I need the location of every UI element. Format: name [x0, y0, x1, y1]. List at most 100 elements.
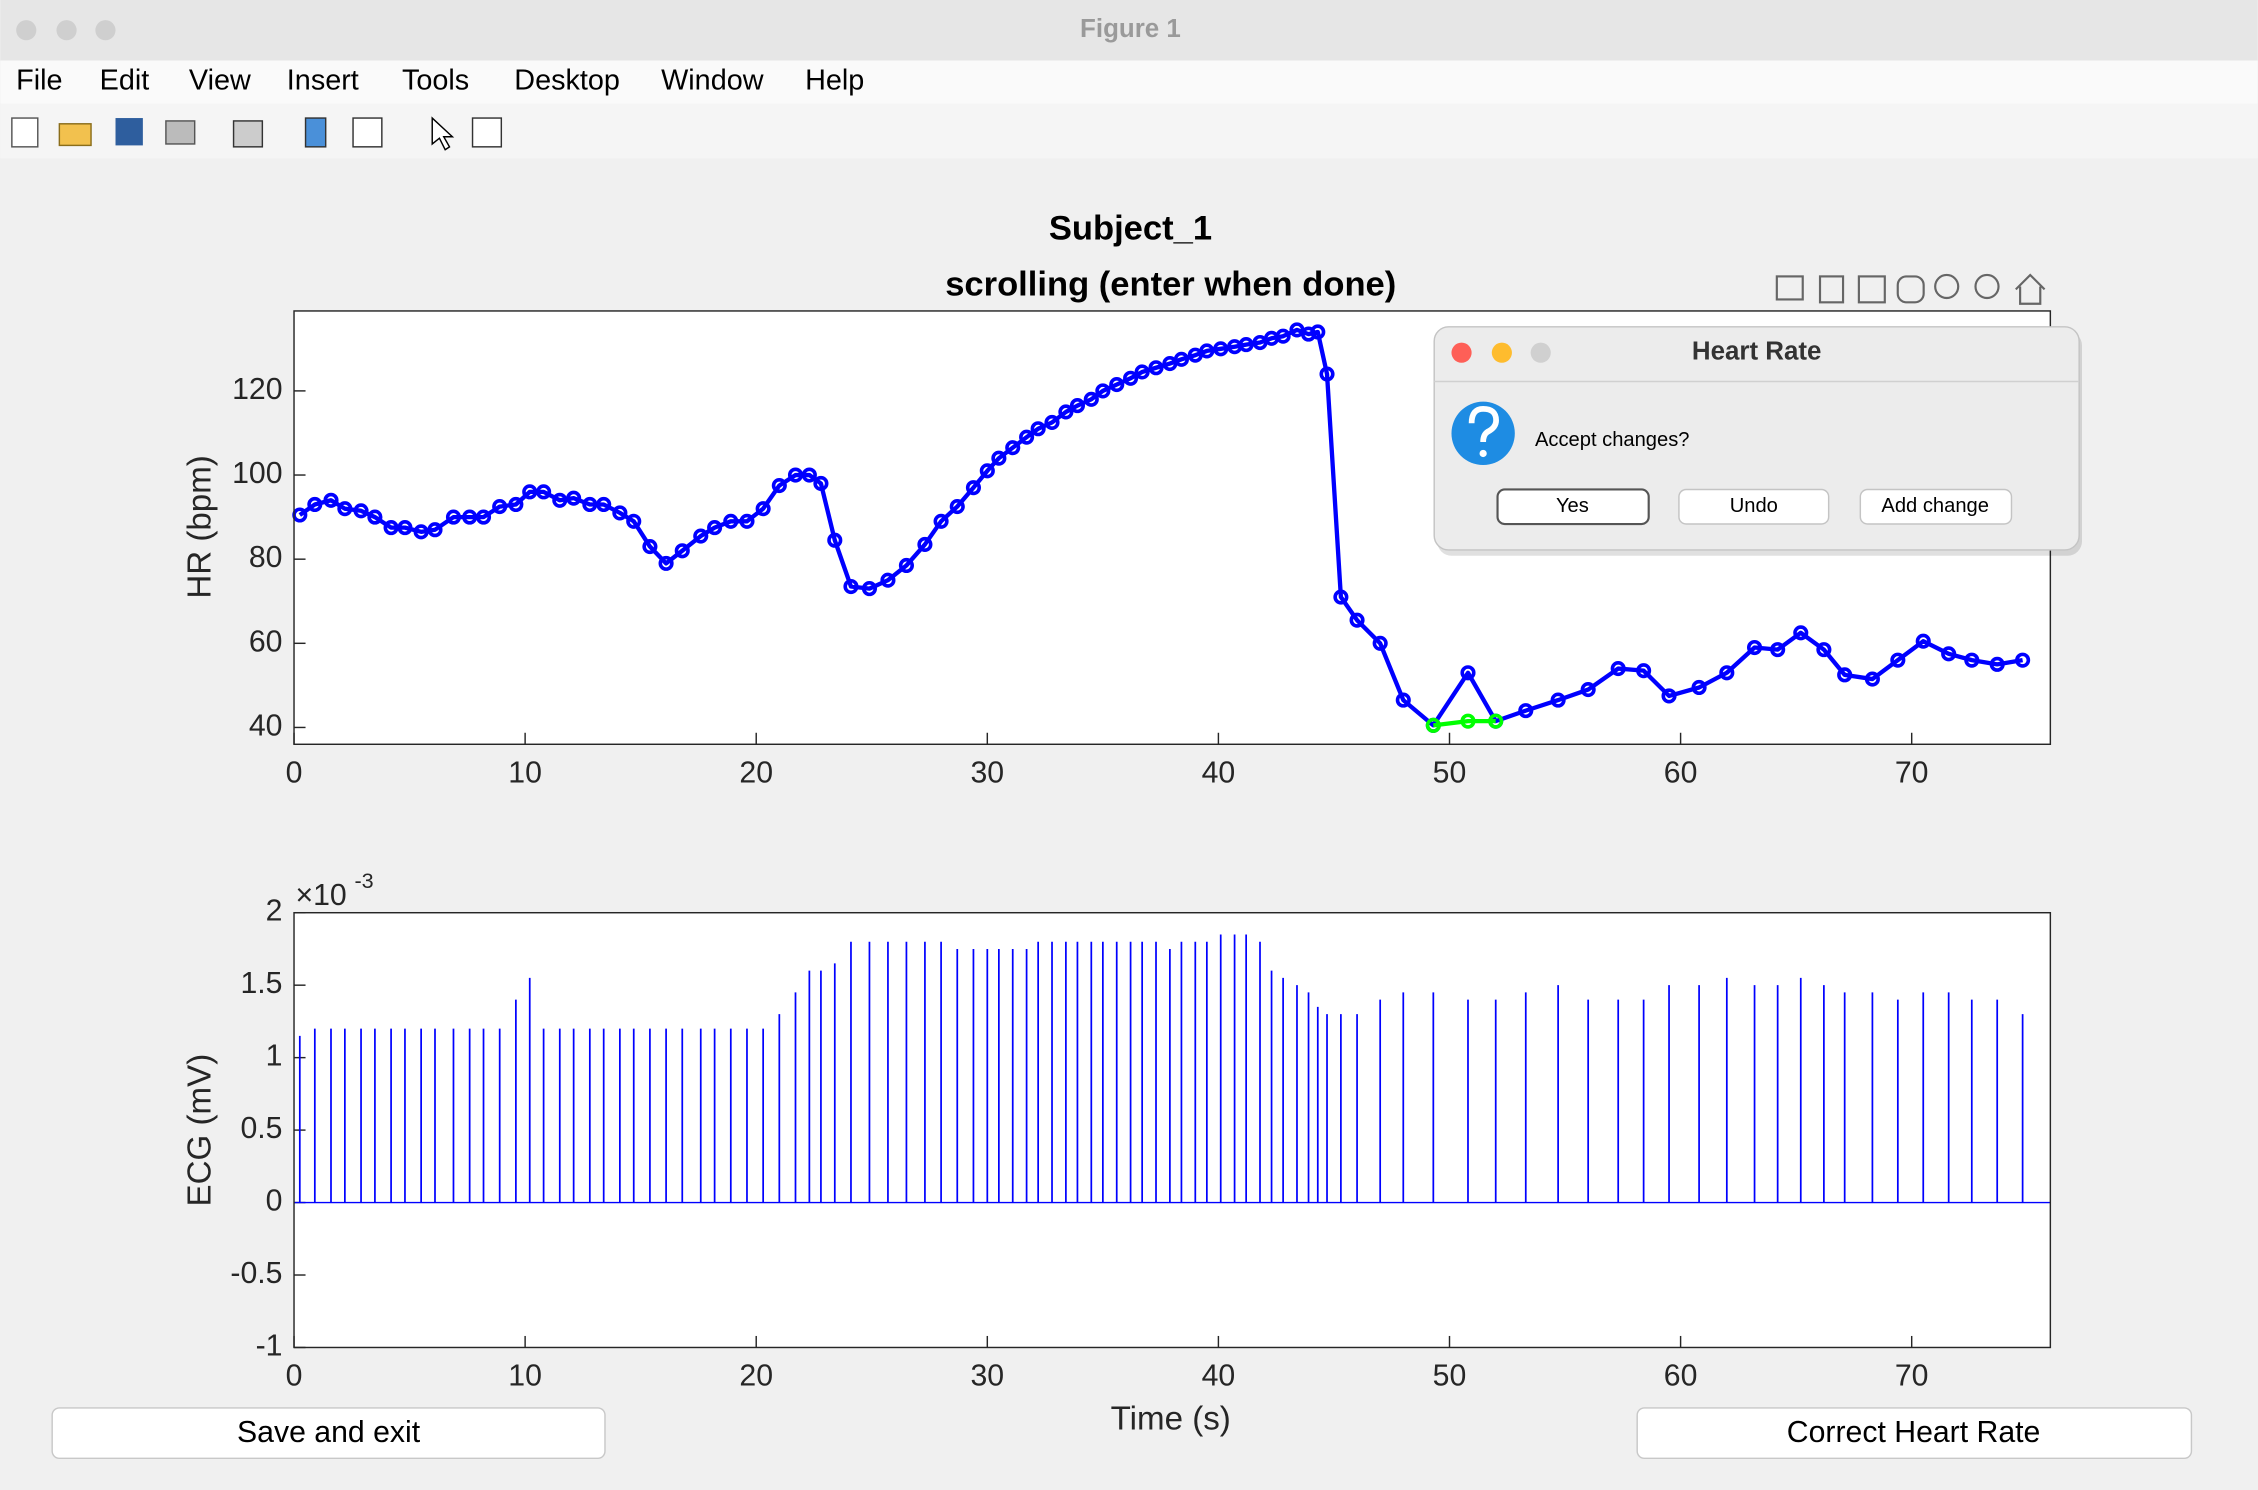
undo-button[interactable] — [1678, 488, 1830, 525]
hr-point — [898, 557, 914, 574]
x-tick-label: 40 — [1202, 756, 1236, 789]
dialog-title: Heart Rate — [1692, 338, 1822, 366]
zoom-out-icon[interactable] — [1974, 273, 2000, 300]
hr-point — [1134, 364, 1150, 380]
menu-item[interactable]: Help — [805, 65, 864, 97]
hr-point — [843, 578, 859, 595]
close-button[interactable] — [16, 20, 37, 41]
hr-point — [642, 538, 658, 555]
save-icon[interactable] — [115, 118, 143, 146]
y-tick-label: 120 — [232, 373, 282, 406]
window-title: Figure 1 — [1080, 15, 1181, 43]
dialog-zoom[interactable] — [1530, 342, 1551, 363]
menu-item[interactable]: Window — [661, 65, 764, 97]
hr-point — [397, 520, 413, 536]
hr-line — [1433, 718, 1496, 728]
open-icon[interactable] — [58, 123, 92, 147]
hr-point — [693, 528, 709, 544]
hr-point — [1610, 660, 1626, 677]
print-icon[interactable] — [165, 120, 196, 145]
hr-point — [1109, 377, 1125, 393]
hr-point — [1989, 656, 2005, 672]
menu-item[interactable]: Tools — [402, 65, 469, 97]
legend-icon[interactable] — [352, 117, 383, 148]
x-tick-label: 30 — [970, 1360, 1004, 1393]
menu-item[interactable]: File — [16, 65, 62, 97]
hr-point — [1460, 713, 1476, 729]
add-change-button[interactable] — [1859, 488, 2013, 525]
pointer-icon[interactable] — [431, 116, 455, 151]
save-exit-button[interactable] — [51, 1407, 606, 1460]
hr-point — [1941, 646, 1957, 662]
hr-point — [933, 513, 949, 529]
hr-point — [1173, 351, 1189, 367]
colorbar-icon[interactable] — [304, 117, 327, 148]
y-tick-label: 80 — [249, 541, 283, 574]
x-tick-label: 30 — [970, 756, 1004, 789]
hr-point — [827, 532, 843, 548]
y-tick-label: 40 — [249, 709, 283, 742]
y-axis-label: HR (bpm) — [182, 455, 219, 598]
panel-icon[interactable] — [471, 117, 503, 148]
hr-point — [1349, 612, 1365, 628]
hr-point — [445, 509, 462, 525]
menu-item[interactable]: View — [189, 65, 251, 97]
correct-hr-button[interactable] — [1636, 1407, 2193, 1460]
hr-point — [582, 496, 598, 513]
dialog-minimize[interactable] — [1491, 342, 1512, 363]
hr-point — [1460, 665, 1476, 681]
datatip-icon[interactable] — [1818, 275, 1845, 304]
axes-box — [293, 911, 2052, 1349]
x-tick-label: 0 — [286, 756, 303, 789]
hr-point — [1030, 421, 1046, 437]
hr-point — [367, 509, 383, 525]
hr-point — [1213, 341, 1229, 357]
hr-point — [1719, 665, 1735, 681]
brush-icon[interactable] — [1775, 275, 1804, 301]
x-axis-label: Time (s) — [1111, 1401, 1231, 1438]
x-tick-label: 70 — [1895, 1360, 1929, 1393]
menu-item[interactable]: Desktop — [514, 65, 620, 97]
pan-icon[interactable] — [1896, 275, 1925, 304]
y-exponent-base: ×10 — [295, 879, 346, 912]
home-icon[interactable] — [2015, 273, 2046, 305]
hr-point — [979, 463, 995, 479]
x-tick-label: 10 — [508, 1360, 542, 1393]
hr-point — [1816, 642, 1832, 658]
hr-point — [566, 490, 582, 506]
hr-point — [1123, 370, 1139, 386]
hr-point — [1488, 713, 1504, 729]
y-tick-label: -0.5 — [230, 1257, 282, 1290]
hr-point — [1005, 440, 1021, 456]
hr-point — [1199, 343, 1215, 359]
hr-point — [880, 572, 896, 588]
minimize-button[interactable] — [56, 20, 77, 41]
zoom-button[interactable] — [95, 20, 116, 41]
hr-point — [1319, 366, 1335, 382]
y-tick-label: 100 — [232, 457, 282, 490]
hr-point — [1044, 414, 1060, 431]
hr-point — [949, 499, 965, 515]
subtitle: scrolling (enter when done) — [945, 266, 1396, 304]
rotate-icon[interactable] — [1857, 275, 1886, 304]
dialog-close[interactable] — [1451, 342, 1472, 363]
hr-point — [1058, 404, 1074, 420]
hr-point — [755, 501, 771, 517]
ecg-axes — [294, 912, 2051, 1348]
new-icon[interactable] — [11, 117, 39, 148]
y-tick-label: 0.5 — [240, 1112, 282, 1145]
link-icon[interactable] — [232, 120, 264, 148]
title-bar — [0, 0, 2258, 61]
yes-button[interactable] — [1496, 488, 1650, 526]
hr-point — [1890, 652, 1906, 668]
menu-item[interactable]: Edit — [100, 65, 150, 97]
hr-point — [787, 467, 804, 483]
hr-point — [723, 513, 739, 529]
hr-point — [522, 484, 538, 500]
zoom-in-icon[interactable] — [1934, 273, 1960, 300]
menu-item[interactable]: Insert — [287, 65, 359, 97]
hr-point — [1518, 703, 1534, 719]
hr-point — [1310, 324, 1326, 340]
y-tick-label: 0 — [266, 1185, 283, 1218]
hr-point — [739, 513, 755, 529]
